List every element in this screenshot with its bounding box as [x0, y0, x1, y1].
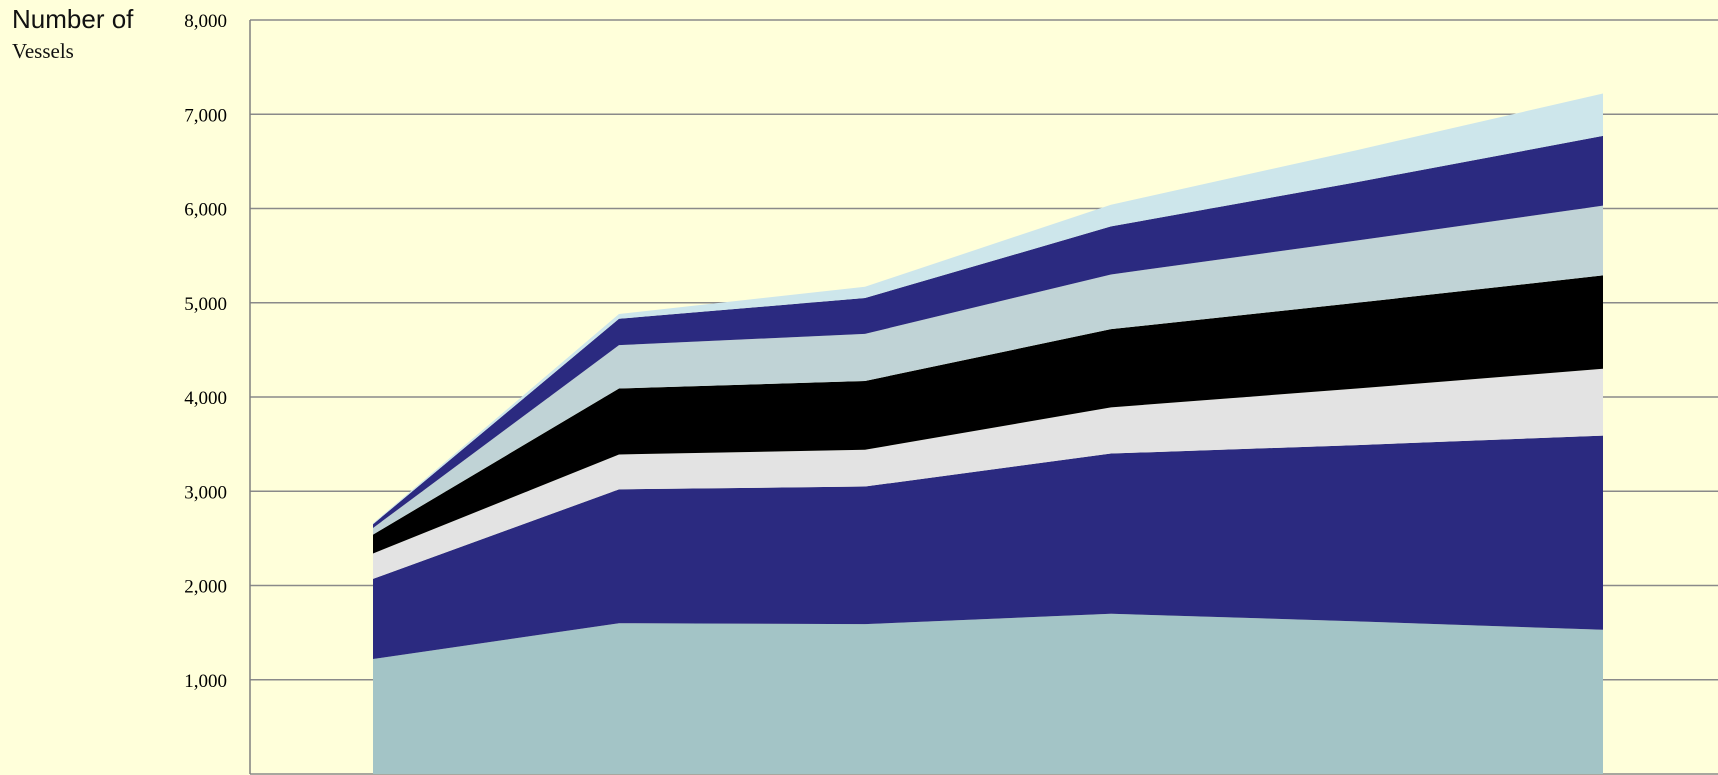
area-series-3 — [373, 368, 1603, 579]
area-series-4 — [373, 275, 1603, 554]
y-tick-label: 5,000 — [184, 294, 227, 315]
y-axis-label-line1: Number of — [12, 4, 134, 34]
y-tick-label: 6,000 — [184, 200, 227, 221]
y-tick-label: 8,000 — [184, 11, 227, 32]
y-tick-label: 7,000 — [184, 105, 227, 126]
area-series-1 — [373, 613, 1603, 774]
y-tick-label: 3,000 — [184, 482, 227, 503]
y-tick-labels: 1,000 2,000 3,000 4,000 5,000 6,000 7,000 8,000 — [184, 11, 227, 692]
area-series-group — [373, 93, 1603, 774]
y-tick-label: 4,000 — [184, 388, 227, 409]
y-axis-label-line2: Vessels — [12, 39, 74, 63]
y-tick-label: 1,000 — [184, 671, 227, 692]
area-series-2 — [373, 435, 1603, 660]
area-series-6 — [373, 135, 1603, 529]
y-tick-label: 2,000 — [184, 577, 227, 598]
area-series-5 — [373, 205, 1603, 535]
area-series-7 — [373, 93, 1603, 525]
